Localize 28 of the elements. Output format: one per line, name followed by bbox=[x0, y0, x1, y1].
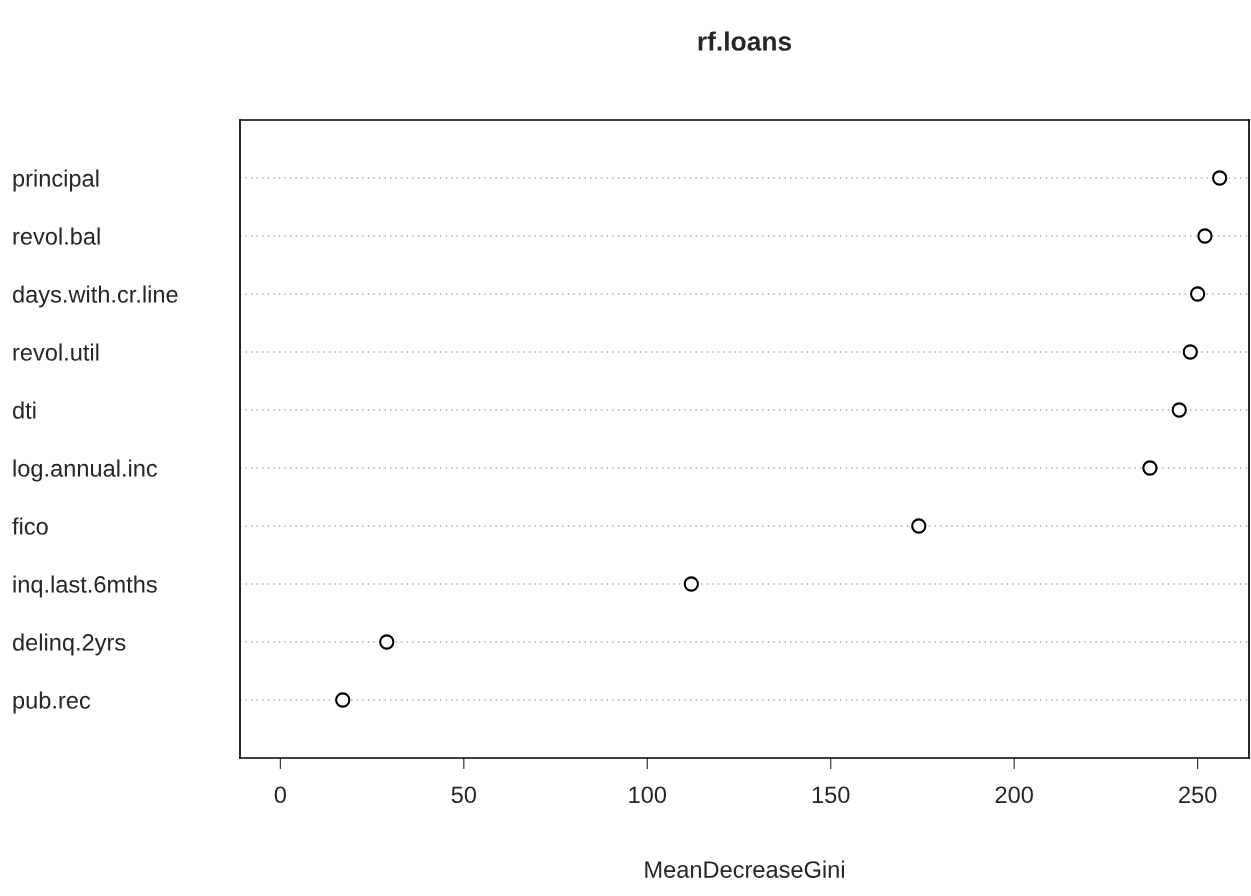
x-tick-label: 200 bbox=[995, 786, 1033, 804]
y-tick-label: days.with.cr.line bbox=[12, 285, 178, 308]
point bbox=[335, 692, 351, 708]
x-axis-title: MeanDecreaseGini bbox=[645, 860, 844, 878]
x-tick-label: 0 bbox=[274, 786, 286, 804]
x-tick-label: 100 bbox=[629, 786, 667, 804]
point bbox=[911, 518, 927, 534]
y-tick-label: revol.bal bbox=[13, 227, 100, 245]
point bbox=[1197, 228, 1213, 244]
point bbox=[1190, 286, 1206, 302]
y-tick-label: pub.rec bbox=[13, 691, 91, 714]
point bbox=[1182, 344, 1198, 360]
y-tick-label: dti bbox=[12, 401, 36, 419]
y-tick-label: revol.util bbox=[13, 343, 99, 361]
point bbox=[1142, 460, 1158, 476]
x-tick-label: 150 bbox=[812, 786, 850, 804]
point bbox=[379, 634, 395, 650]
point bbox=[1171, 402, 1187, 418]
x-tick-label: 50 bbox=[451, 786, 477, 804]
y-tick-label: inq.last.6mths bbox=[13, 575, 157, 598]
y-tick-label: log.annual.inc bbox=[13, 459, 158, 482]
x-tick-label: 250 bbox=[1179, 786, 1217, 804]
point bbox=[683, 576, 699, 592]
y-tick-label: fico bbox=[12, 517, 48, 535]
point bbox=[1212, 170, 1228, 186]
chart-title: rf.loans bbox=[698, 31, 792, 51]
y-tick-label: delinq.2yrs bbox=[12, 633, 126, 656]
y-tick-label: principal bbox=[13, 169, 99, 192]
